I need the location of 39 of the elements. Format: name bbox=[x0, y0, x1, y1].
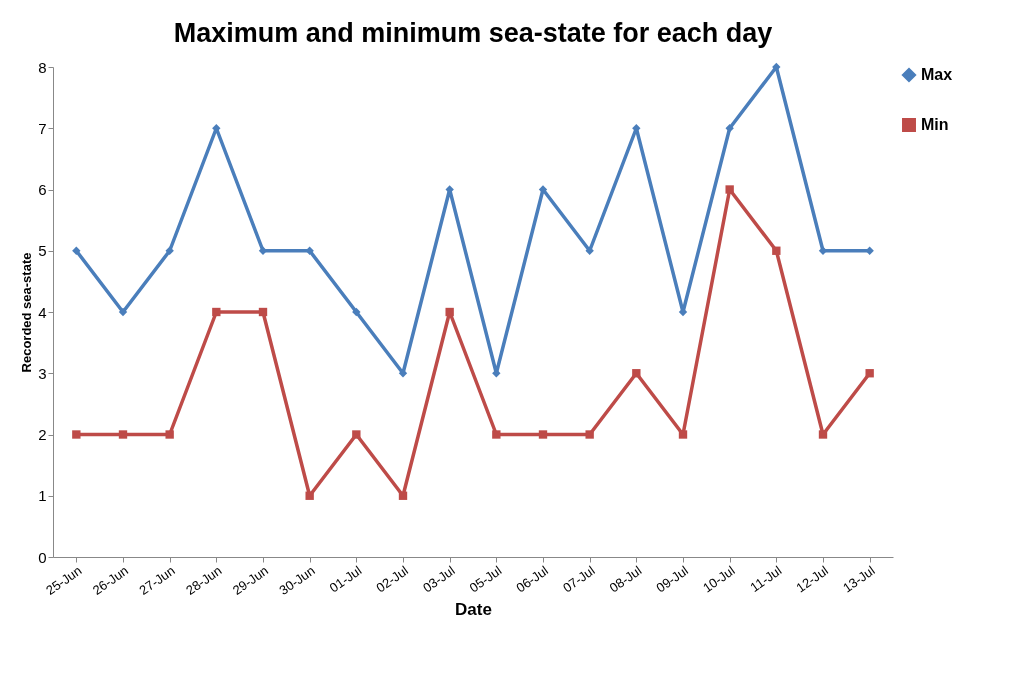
y-tick-label: 7 bbox=[38, 119, 47, 137]
point bbox=[165, 246, 174, 255]
y-tick-label: 6 bbox=[38, 181, 47, 198]
point bbox=[772, 246, 781, 255]
y-tick-label: 2 bbox=[38, 426, 47, 443]
point bbox=[585, 430, 594, 439]
point bbox=[818, 430, 828, 439]
point bbox=[725, 124, 734, 133]
point bbox=[118, 307, 128, 317]
point bbox=[398, 491, 408, 500]
point bbox=[725, 185, 734, 194]
point bbox=[305, 491, 314, 500]
y-tick-label: 4 bbox=[38, 303, 47, 321]
point bbox=[538, 185, 548, 194]
point bbox=[865, 369, 874, 378]
y-tick-label: 8 bbox=[38, 58, 47, 76]
point bbox=[492, 430, 501, 439]
point bbox=[678, 430, 688, 439]
legend-label: Min bbox=[921, 116, 949, 133]
y-tick-label: 0 bbox=[38, 548, 47, 566]
point bbox=[118, 430, 128, 439]
x-axis-title: Date bbox=[455, 599, 492, 619]
point bbox=[72, 246, 81, 255]
y-axis-title: Recorded sea-state bbox=[19, 252, 35, 373]
point bbox=[632, 369, 641, 378]
point bbox=[258, 307, 268, 317]
point bbox=[72, 430, 81, 439]
point bbox=[165, 430, 174, 439]
point bbox=[585, 246, 594, 255]
point bbox=[538, 430, 548, 439]
point bbox=[352, 307, 361, 317]
y-tick-label: 5 bbox=[38, 242, 47, 260]
legend-label: Max bbox=[921, 66, 953, 83]
y-tick-label: 3 bbox=[38, 364, 47, 382]
point bbox=[352, 430, 361, 439]
y-tick-label: 1 bbox=[38, 487, 47, 505]
chart-title: Maximum and minimum sea-state for each day bbox=[173, 18, 773, 48]
point bbox=[212, 307, 221, 317]
point bbox=[445, 307, 454, 317]
